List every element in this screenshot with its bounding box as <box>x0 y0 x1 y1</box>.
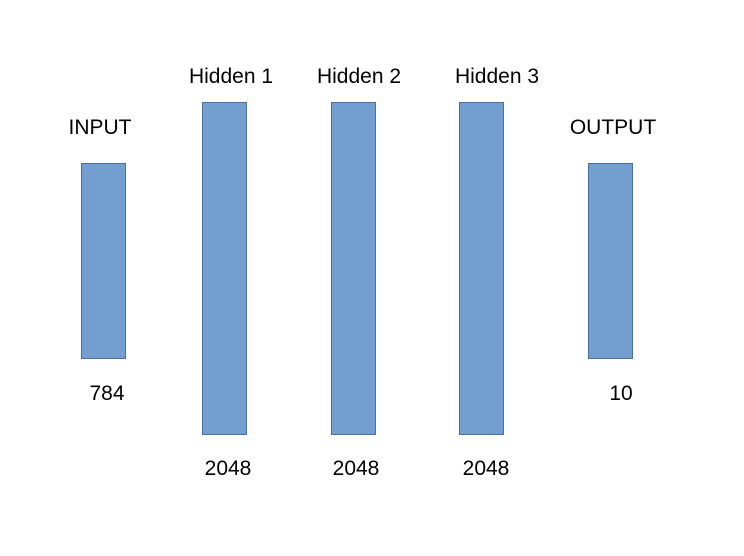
hidden-2-layer-title: Hidden 2 <box>316 65 402 88</box>
hidden-3-layer-size: 2048 <box>462 457 510 480</box>
input-layer-size: 784 <box>89 382 125 405</box>
hidden-1-layer-bar <box>202 102 247 435</box>
input-layer-bar <box>81 163 126 359</box>
hidden-1-layer-title: Hidden 1 <box>188 65 274 88</box>
input-layer-title: INPUT <box>68 116 132 139</box>
output-layer-title: OUTPUT <box>569 116 657 139</box>
output-layer-bar <box>588 163 633 359</box>
hidden-3-layer-title: Hidden 3 <box>454 65 540 88</box>
output-layer-size: 10 <box>609 382 633 405</box>
hidden-1-layer-size: 2048 <box>204 457 252 480</box>
hidden-2-layer-bar <box>331 102 376 435</box>
hidden-2-layer-size: 2048 <box>332 457 380 480</box>
hidden-3-layer-bar <box>459 102 504 435</box>
